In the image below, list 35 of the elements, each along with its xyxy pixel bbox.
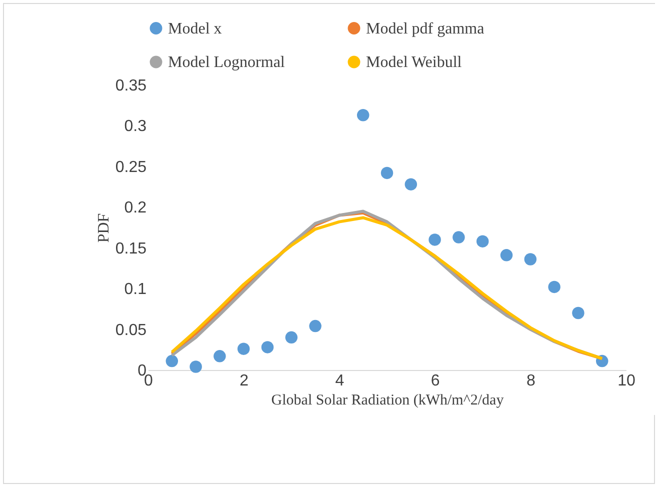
point <box>309 320 322 332</box>
point <box>166 354 178 368</box>
y-tick-label: 0.15 <box>115 240 147 258</box>
legend-label: Model pdf gamma <box>366 20 484 38</box>
point <box>428 234 441 246</box>
point <box>214 350 226 362</box>
x-tick-label: 10 <box>618 372 636 390</box>
point <box>285 331 298 344</box>
point <box>476 235 489 248</box>
point <box>572 306 584 320</box>
x-axis-title: Global Solar Radiation (kWh/m^2/day <box>271 392 504 408</box>
point <box>356 109 370 122</box>
point <box>261 341 274 354</box>
x-tick-label: 2 <box>240 372 249 390</box>
y-axis-title: PDF <box>95 213 112 243</box>
point <box>524 253 537 266</box>
y-tick-label: 0.25 <box>115 158 147 176</box>
x-tick-label: 4 <box>335 372 344 390</box>
point <box>500 249 513 262</box>
point <box>452 231 465 244</box>
y-tick-label: 0.35 <box>115 78 147 94</box>
y-tick-label: 0.2 <box>124 200 147 217</box>
legend-label: Model Lognormal <box>168 54 286 71</box>
point <box>548 280 560 294</box>
y-tick-label: 0.1 <box>124 281 147 298</box>
legend-label: Model x <box>168 20 222 38</box>
y-tick-label: 0.3 <box>124 118 147 136</box>
legend-label: Model Weibull <box>366 54 462 71</box>
y-tick-label: 0.05 <box>115 322 147 339</box>
point <box>404 178 418 190</box>
point <box>237 342 250 355</box>
x-tick-label: 8 <box>526 372 536 390</box>
point <box>380 166 394 180</box>
x-tick-label: 6 <box>430 372 440 390</box>
point <box>190 360 202 373</box>
